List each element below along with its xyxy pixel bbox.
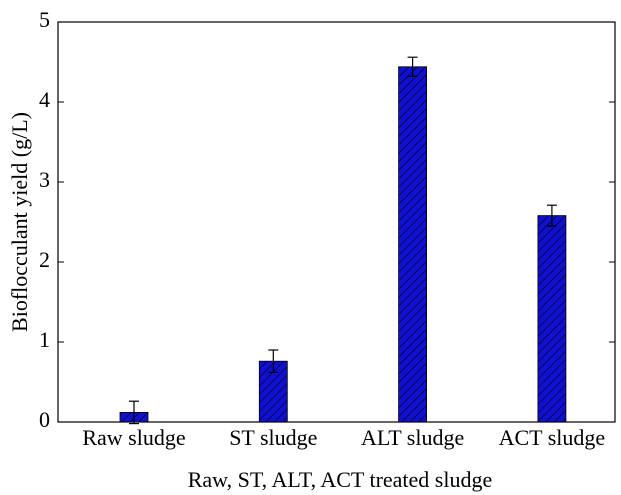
y-tick-label: 5 — [39, 7, 50, 32]
x-tick-label: ALT sludge — [361, 425, 464, 450]
x-tick-label: ACT sludge — [499, 425, 606, 450]
bar — [398, 66, 428, 423]
y-tick-label: 4 — [39, 87, 50, 112]
x-tick-label: ST sludge — [229, 425, 317, 450]
y-tick-label: 0 — [39, 407, 50, 432]
bar — [537, 215, 567, 423]
y-tick-label: 2 — [39, 247, 50, 272]
x-axis-label: Raw, ST, ALT, ACT treated sludge — [188, 467, 493, 492]
y-tick-label: 3 — [39, 167, 50, 192]
y-tick-label: 1 — [39, 327, 50, 352]
x-tick-label: Raw sludge — [82, 425, 185, 450]
plot-frame — [57, 21, 616, 423]
y-axis-label: Bioflocculant yield (g/L) — [7, 112, 32, 332]
